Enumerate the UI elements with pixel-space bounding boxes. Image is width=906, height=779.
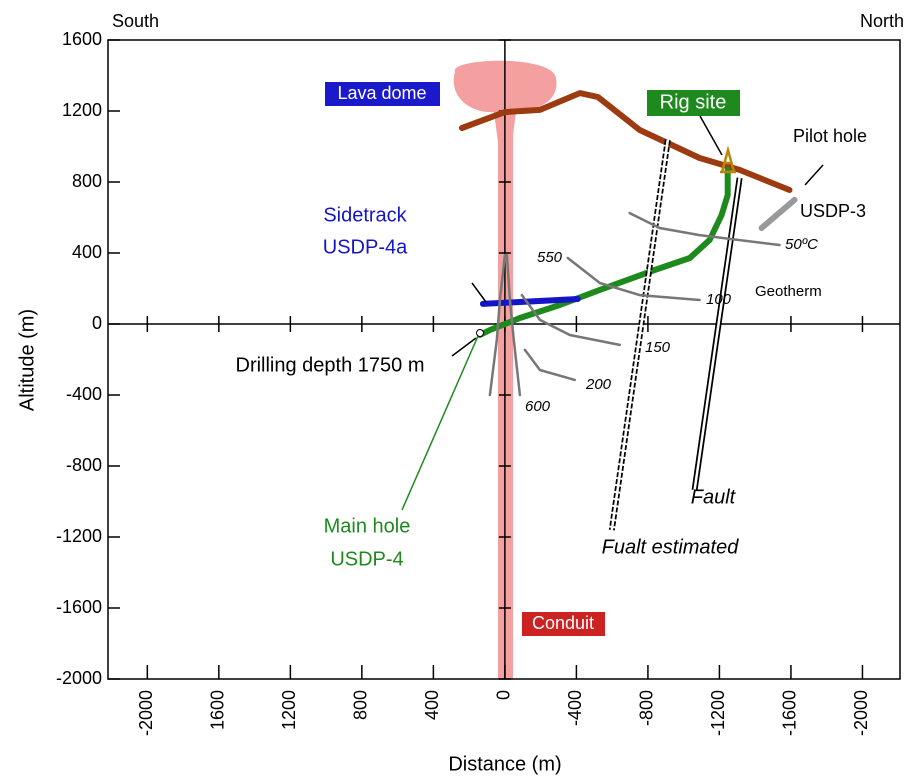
annotation: Geotherm (755, 283, 822, 300)
x-tick-label: 800 (351, 690, 371, 720)
y-tick-label: 0 (92, 313, 102, 333)
drill-end (477, 330, 484, 337)
x-tick-label: -1600 (780, 690, 800, 736)
geotherm-line (525, 350, 575, 380)
x-tick-label: -1200 (708, 690, 728, 736)
annotation: 550 (537, 249, 563, 266)
pointer (805, 165, 823, 185)
x-tick-label: 0 (494, 690, 514, 700)
x-tick-label: 400 (422, 690, 442, 720)
x-tick-label: -400 (565, 690, 585, 726)
annotation: 50ºC (785, 236, 818, 253)
annotation: Drilling depth 1750 m (236, 354, 425, 376)
annotation: Conduit (532, 613, 594, 633)
y-tick-label: -1600 (56, 597, 102, 617)
annotation: Fualt estimated (602, 536, 740, 558)
annotation: South (112, 11, 159, 31)
y-tick-label: -800 (66, 455, 102, 475)
annotation: Sidetrack (323, 204, 407, 226)
annotation: USDP-4a (323, 236, 408, 258)
y-tick-label: 1200 (62, 100, 102, 120)
y-tick-label: 400 (72, 242, 102, 262)
annotation: Fault (691, 486, 737, 508)
annotation: Lava dome (337, 83, 426, 103)
annotation: 200 (585, 376, 612, 393)
annotation: 600 (525, 398, 551, 415)
y-tick-label: -2000 (56, 668, 102, 688)
well-line (480, 170, 728, 335)
annotation: USDP-3 (800, 201, 866, 221)
y-tick-label: -1200 (56, 526, 102, 546)
y-tick-label: -400 (66, 384, 102, 404)
pointer (472, 283, 486, 302)
pointer (700, 116, 722, 155)
annotation: 150 (645, 339, 671, 356)
annotation: Main hole (324, 515, 411, 537)
chart: South North Lava dome Rig site Pilot hol… (0, 0, 906, 779)
annotation: North (860, 11, 904, 31)
x-tick-label: 1600 (208, 690, 228, 730)
y-tick-label: 1600 (62, 29, 102, 49)
x-tick-label: 1200 (279, 690, 299, 730)
x-axis-label: Distance (m) (448, 753, 561, 775)
annotation: USDP-4 (330, 548, 403, 570)
x-tick-label: -2000 (851, 690, 871, 736)
fault-line (612, 140, 668, 530)
annotation: 100 (706, 291, 732, 308)
annotation: Rig site (660, 91, 727, 113)
x-tick-label: -2000 (136, 690, 156, 736)
y-tick-label: 800 (72, 171, 102, 191)
x-tick-label: -800 (637, 690, 657, 726)
annotation: Pilot hole (793, 126, 867, 146)
y-axis-label: Altitude (m) (16, 309, 38, 411)
well-line (762, 200, 795, 228)
